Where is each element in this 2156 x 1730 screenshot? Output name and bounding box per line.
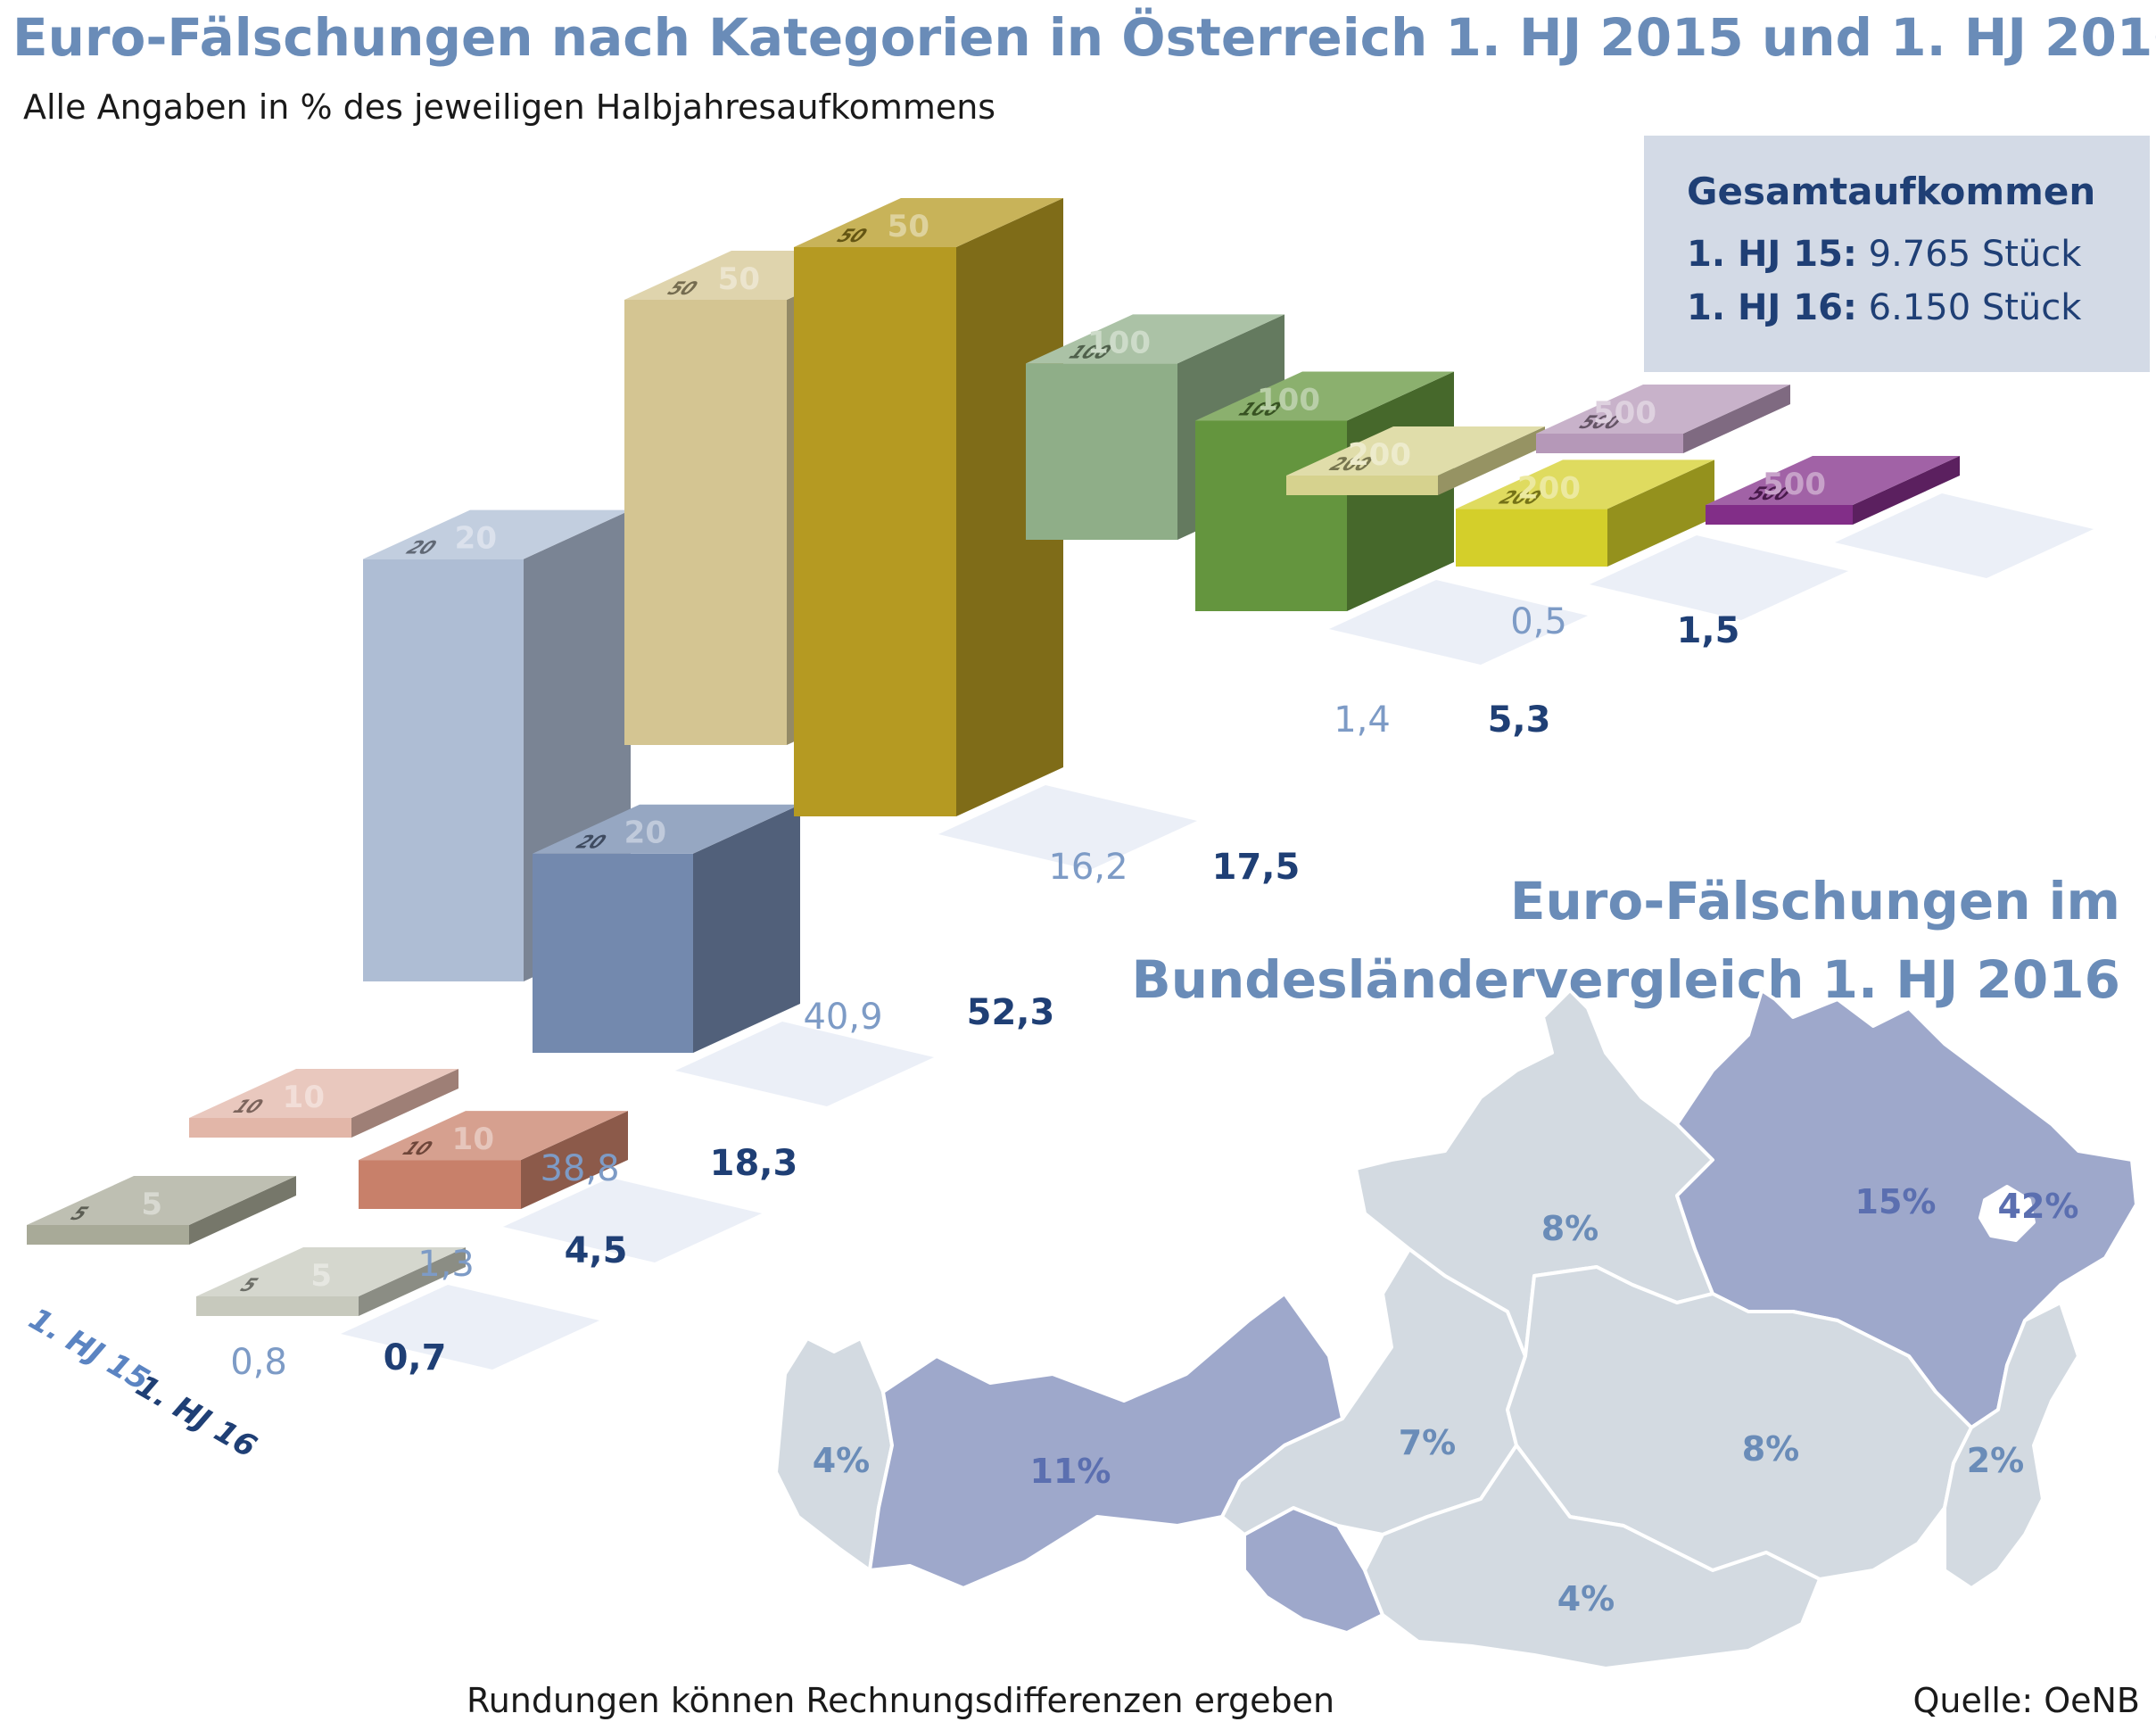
value-label-10-hj15: 1,3 — [417, 1244, 475, 1285]
total-volume-label-hj16: 1. HJ 16: — [1687, 287, 1857, 328]
value-label-500-hj16: 1,5 — [1677, 610, 1740, 651]
bar-front-face — [1706, 505, 1853, 525]
bar-front-face — [1195, 421, 1347, 612]
map-title: Euro-Fälschungen im Bundesländervergleic… — [1132, 862, 2121, 1019]
total-volume-box: Gesamtaufkommen 1. HJ 15: 9.765 Stück 1.… — [1644, 136, 2150, 372]
total-volume-row-hj15: 1. HJ 15: 9.765 Stück — [1687, 234, 2081, 275]
bar-20-hj16: 20 20 — [533, 805, 800, 1053]
bar-50-hj16: 50 50 — [794, 198, 1063, 816]
banknote-denomination-large: 200 — [1517, 470, 1581, 506]
total-volume-label-hj15: 1. HJ 15: — [1687, 234, 1857, 275]
value-label-20-hj15: 38,8 — [540, 1148, 619, 1189]
banknote-denomination-large: 20 — [624, 815, 666, 851]
banknote-denomination-large: 200 — [1348, 437, 1411, 473]
banknote-denomination-large: 50 — [718, 261, 760, 297]
value-label-500-hj15: 0,5 — [1510, 601, 1567, 642]
bar-front-face — [533, 854, 693, 1053]
bar-front-face — [624, 300, 787, 745]
value-label-20-hj16: 18,3 — [710, 1143, 798, 1184]
banknote-denomination-large: 500 — [1763, 467, 1826, 502]
bar-front-face — [359, 1160, 521, 1209]
bar-front-face — [363, 559, 524, 981]
banknote-denomination-large: 10 — [283, 1080, 325, 1115]
bar-front-face — [27, 1225, 189, 1245]
banknote-denomination-large: 10 — [452, 1122, 494, 1157]
map-title-line2: Bundesländervergleich 1. HJ 2016 — [1132, 940, 2121, 1019]
bar-front-face — [1286, 476, 1438, 495]
bar-front-face — [189, 1118, 351, 1138]
map-title-line1: Euro-Fälschungen im — [1132, 862, 2121, 940]
value-label-50-hj15: 40,9 — [803, 997, 882, 1038]
banknote-denomination-large: 500 — [1593, 395, 1656, 431]
banknote-denomination-large: 20 — [455, 521, 497, 557]
bar-10-hj15: 10 10 — [189, 1069, 458, 1138]
bar-front-face — [1456, 509, 1607, 567]
banknote-denomination-large: 50 — [888, 209, 929, 244]
bar-front-face — [1536, 434, 1683, 453]
total-volume-title: Gesamtaufkommen — [1687, 170, 2095, 213]
total-volume-value-hj16: 6.150 Stück — [1869, 287, 2082, 328]
total-volume-row-hj16: 1. HJ 16: 6.150 Stück — [1687, 287, 2081, 328]
rounding-footnote: Rundungen können Rechnungsdifferenzen er… — [467, 1681, 1334, 1720]
value-label-50-hj16: 52,3 — [967, 992, 1055, 1033]
banknote-denomination-large: 100 — [1087, 325, 1151, 360]
value-label-5-hj16: 0,7 — [384, 1337, 447, 1378]
value-label-5-hj15: 0,8 — [230, 1342, 287, 1383]
bar-front-face — [196, 1296, 359, 1316]
bar-front-face — [794, 247, 956, 816]
total-volume-value-hj15: 9.765 Stück — [1869, 234, 2082, 275]
value-label-200-hj16: 5,3 — [1488, 699, 1551, 741]
banknote-denomination-large: 100 — [1257, 383, 1320, 418]
banknote-denomination-large: 5 — [310, 1258, 332, 1294]
series-label-hj15: 1. HJ 15 — [23, 1301, 156, 1398]
source-label: Quelle: OeNB — [1912, 1681, 2140, 1720]
banknote-denomination-large: 5 — [141, 1187, 162, 1222]
value-label-200-hj15: 1,4 — [1334, 699, 1391, 741]
bar-front-face — [1026, 363, 1177, 540]
value-label-100-hj15: 16,2 — [1048, 847, 1128, 888]
value-label-10-hj16: 4,5 — [565, 1230, 628, 1271]
